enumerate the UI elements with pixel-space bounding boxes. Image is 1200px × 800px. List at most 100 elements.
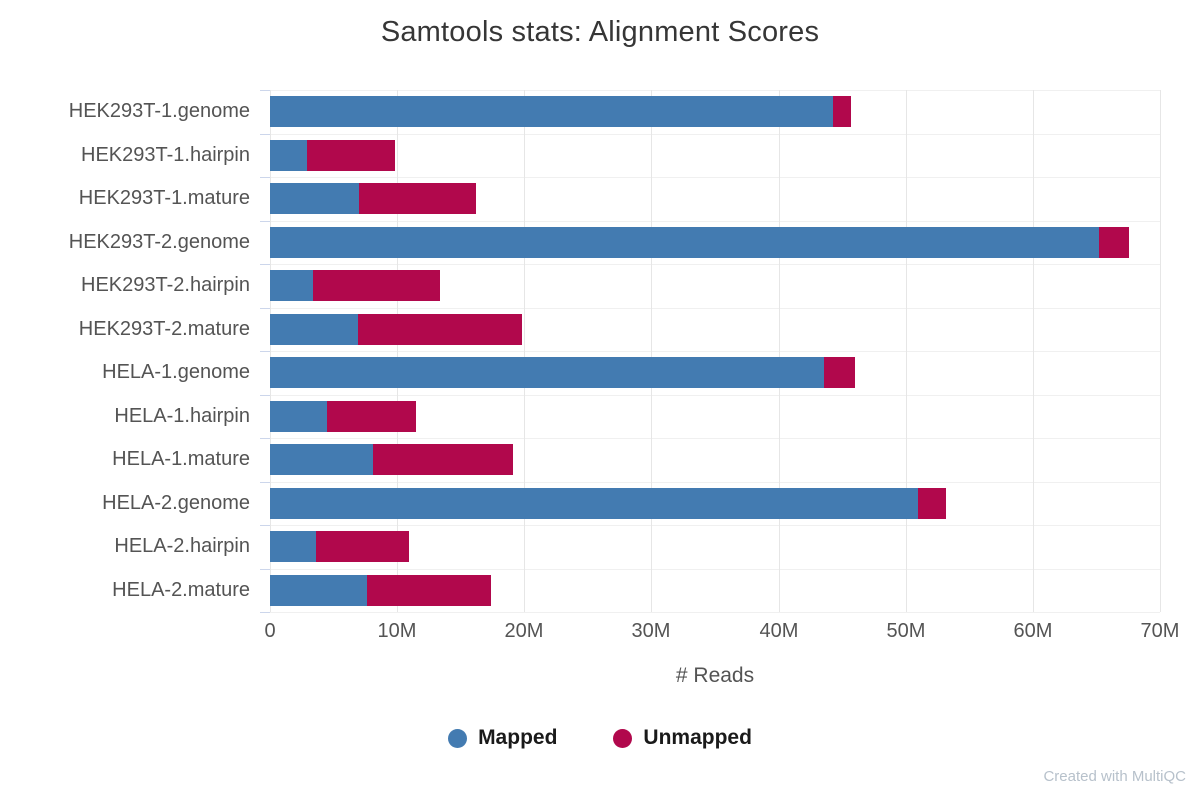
row-gridline	[270, 90, 1160, 91]
y-axis-tick	[260, 569, 270, 570]
multiqc-credit: Created with MultiQC	[1043, 768, 1186, 785]
bar-row[interactable]	[270, 96, 852, 128]
x-axis-title: # Reads	[675, 664, 755, 687]
legend: Mapped Unmapped	[0, 726, 1200, 750]
chart-title: Samtools stats: Alignment Scores	[380, 16, 820, 48]
category-label: HELA-2.mature	[112, 578, 250, 601]
category-label: HEK293T-1.mature	[78, 187, 250, 209]
plot-area	[260, 90, 1161, 613]
y-axis-tick	[260, 308, 270, 309]
bar-segment-mapped[interactable]	[270, 357, 825, 389]
bar-row[interactable]	[270, 444, 513, 476]
x-tick-label: 30M	[631, 620, 671, 642]
category-label: HEK293T-2.mature	[78, 317, 250, 340]
category-label: HELA-1.genome	[102, 361, 250, 383]
bar-row[interactable]	[270, 487, 947, 519]
bar-segment-mapped[interactable]	[270, 574, 367, 606]
bar-segment-unmapped[interactable]	[306, 139, 395, 171]
x-tick-label: 0	[264, 620, 276, 642]
bar-segment-mapped[interactable]	[270, 444, 373, 476]
bar-segment-unmapped[interactable]	[366, 574, 492, 606]
category-label: HELA-2.genome	[102, 491, 250, 514]
bar-segment-unmapped[interactable]	[313, 270, 441, 302]
x-tick-label: 40M	[759, 620, 799, 642]
bar-segment-mapped[interactable]	[270, 96, 834, 128]
legend-label: Mapped	[478, 726, 558, 749]
row-gridline	[270, 134, 1160, 135]
bar-row[interactable]	[270, 270, 441, 302]
bar-segment-mapped[interactable]	[270, 487, 919, 519]
legend-label: Unmapped	[643, 726, 752, 749]
category-label: HELA-1.hairpin	[114, 404, 250, 427]
category-label: HELA-1.mature	[112, 448, 250, 470]
x-gridline	[1160, 90, 1161, 612]
x-tick-label: 50M	[886, 620, 926, 642]
bar-segment-unmapped[interactable]	[824, 357, 855, 389]
category-label: HEK293T-1.genome	[68, 100, 250, 122]
bar-segment-unmapped[interactable]	[315, 531, 409, 563]
bar-segment-mapped[interactable]	[270, 139, 307, 171]
bar-segment-unmapped[interactable]	[918, 487, 947, 519]
bar-segment-mapped[interactable]	[270, 183, 359, 215]
y-axis-tick	[260, 525, 270, 526]
legend-swatch-unmapped-icon	[613, 728, 633, 748]
y-axis-tick	[260, 90, 270, 91]
row-gridline	[270, 264, 1160, 265]
legend-item-unmapped[interactable]: Unmapped	[613, 726, 752, 750]
y-axis-tick	[260, 612, 270, 613]
x-gridline	[270, 90, 271, 612]
row-gridline	[270, 569, 1160, 570]
x-tick-label: 60M	[1013, 620, 1053, 642]
bar-segment-mapped[interactable]	[270, 313, 358, 345]
row-gridline	[270, 482, 1160, 483]
bar-segment-mapped[interactable]	[270, 400, 328, 432]
y-axis-tick	[260, 438, 270, 439]
x-axis-tick-labels: 0 10M 20M 30M 40M 50M 60M 70M	[264, 620, 1179, 646]
bar-segment-unmapped[interactable]	[1098, 226, 1130, 258]
y-axis-labels: HEK293T-1.genome HEK293T-1.hairpin HEK293T…	[0, 90, 250, 612]
y-axis-tick	[260, 221, 270, 222]
row-gridline	[270, 525, 1160, 526]
x-tick-label: 10M	[377, 620, 417, 642]
x-tick-label: 70M	[1140, 620, 1180, 642]
x-gridline	[397, 90, 398, 612]
category-label: HEK293T-1.hairpin	[81, 143, 250, 166]
x-gridline	[779, 90, 780, 612]
row-gridline	[270, 221, 1160, 222]
y-axis-tick	[260, 177, 270, 178]
bar-row[interactable]	[270, 313, 522, 345]
bar-row[interactable]	[270, 574, 492, 606]
bar-segment-unmapped[interactable]	[327, 400, 417, 432]
x-gridline	[1033, 90, 1034, 612]
bar-segment-mapped[interactable]	[270, 270, 314, 302]
x-gridline	[524, 90, 525, 612]
bar-segment-unmapped[interactable]	[359, 183, 476, 215]
bar-row[interactable]	[270, 226, 1130, 258]
row-gridline	[270, 308, 1160, 309]
x-tick-label: 20M	[504, 620, 544, 642]
bar-segment-unmapped[interactable]	[833, 96, 852, 128]
row-gridline	[270, 395, 1160, 396]
row-gridline	[270, 612, 1160, 613]
y-axis-tick	[260, 395, 270, 396]
bar-segment-unmapped[interactable]	[357, 313, 522, 345]
legend-swatch-mapped-icon	[448, 728, 468, 748]
bar-row[interactable]	[270, 400, 417, 432]
bar-row[interactable]	[270, 183, 476, 215]
bar-row[interactable]	[270, 357, 855, 389]
y-axis-tick	[260, 264, 270, 265]
bar-segment-mapped[interactable]	[270, 531, 316, 563]
x-gridline	[651, 90, 652, 612]
bar-row[interactable]	[270, 531, 409, 563]
bar-segment-mapped[interactable]	[270, 226, 1099, 258]
bar-row[interactable]	[270, 139, 395, 171]
row-gridline	[270, 351, 1160, 352]
category-label: HELA-2.hairpin	[114, 535, 250, 557]
row-gridline	[270, 177, 1160, 178]
legend-item-mapped[interactable]: Mapped	[448, 726, 557, 750]
bar-segment-unmapped[interactable]	[372, 444, 513, 476]
row-gridline	[270, 438, 1160, 439]
y-axis-tick	[260, 482, 270, 483]
x-gridline	[906, 90, 907, 612]
y-axis-tick	[260, 351, 270, 352]
